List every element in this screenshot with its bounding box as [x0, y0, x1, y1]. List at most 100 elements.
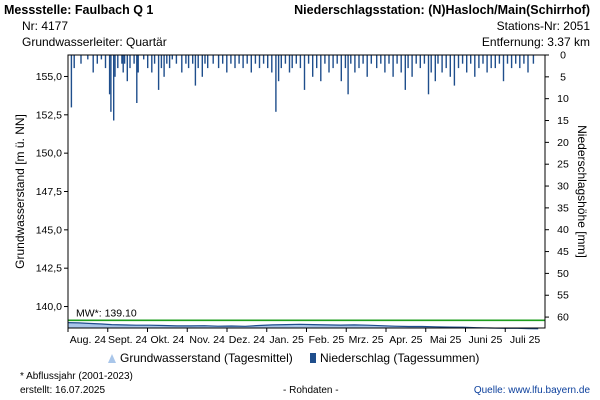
left-tick-label: 140,0: [36, 301, 62, 313]
left-axis-ticks: 155,0 152,5 150,0 147,5 145,0 142,5 140,0: [36, 71, 68, 313]
precip-bar: [197, 55, 199, 69]
legend-groundwater: Grundwasserstand (Tagesmittel): [108, 352, 293, 364]
precip-bar: [434, 55, 436, 82]
y-axis-label-right: Niederschlagshöhe [mm]: [575, 125, 589, 258]
precip-bar: [267, 55, 269, 69]
x-tick-label: Mai 25: [430, 334, 462, 346]
footnote: * Abflussjahr (2001-2023): [20, 371, 133, 382]
left-tick-label: 142,5: [36, 263, 62, 275]
precip-bar: [527, 55, 529, 73]
precip-bar: [222, 55, 224, 64]
legend-groundwater-icon: [108, 354, 116, 363]
right-tick-label: 45: [557, 246, 569, 258]
precip-station-title: Niederschlagsstation: (N)Hasloch/Main(Sc…: [294, 3, 590, 17]
precip-bar: [126, 55, 128, 82]
x-tick-label: Jan. 25: [269, 334, 304, 346]
x-tick-label: Dez. 24: [229, 334, 265, 346]
precip-bar: [519, 55, 521, 69]
x-tick-label: Juli 25: [510, 334, 541, 346]
precip-bar: [376, 55, 378, 69]
precip-bar: [114, 55, 116, 77]
precip-bar: [201, 55, 203, 77]
y-axis-label-left: Grundwasserstand [m ü. NN]: [13, 114, 27, 269]
precip-bar: [523, 55, 525, 64]
precip-bar: [299, 55, 302, 69]
precip-bar: [380, 55, 382, 64]
precip-bar: [396, 55, 398, 64]
x-axis-ticks: Aug. 24 Sept. 24 Okt. 24 Nov. 24 Dez. 24 Jan.…: [67, 328, 541, 346]
precip-bar: [400, 55, 402, 73]
precip-bar: [295, 55, 297, 64]
legend-precip-label: Niederschlag (Tagessummen): [320, 351, 480, 365]
aquifer-label: Grundwasserleiter: Quartär: [22, 35, 167, 49]
precip-bar: [254, 55, 257, 64]
right-tick-label: 5: [560, 71, 566, 83]
left-tick-label: 147,5: [36, 186, 62, 198]
precip-bar: [181, 55, 183, 73]
precip-bar: [147, 55, 149, 69]
precip-bar: [474, 55, 476, 77]
precip-station-distance: Entfernung: 3.37 km: [481, 35, 590, 49]
precip-bar: [407, 55, 409, 69]
precip-bar: [187, 55, 190, 69]
legend-groundwater-label: Grundwasserstand (Tagesmittel): [120, 351, 293, 365]
precip-bar: [80, 55, 82, 64]
source-link[interactable]: Quelle: www.lfu.bayern.de: [473, 385, 590, 396]
precip-bar: [307, 55, 310, 64]
precip-bar: [238, 55, 240, 64]
precip-bar: [166, 55, 168, 64]
legend-precip-icon: [310, 353, 316, 363]
precip-bar: [419, 55, 421, 69]
precip-bar: [478, 55, 480, 69]
precip-bar: [87, 55, 89, 60]
precip-bar: [288, 55, 291, 73]
precip-bar: [486, 55, 488, 73]
precip-bar: [427, 55, 430, 95]
precip-bar: [324, 55, 326, 64]
precip-bar: [175, 55, 178, 64]
mean-line-label: MW*: 139.10: [76, 307, 137, 319]
precip-bar: [129, 55, 131, 69]
precip-bar: [494, 55, 496, 69]
precip-bar: [133, 55, 135, 64]
precip-bar: [70, 55, 73, 108]
precip-station-number: Stations-Nr: 2051: [496, 19, 590, 33]
precip-bar: [445, 55, 447, 69]
precip-bar: [510, 55, 513, 69]
precip-bar: [230, 55, 232, 64]
precip-bar: [117, 55, 119, 69]
precip-bar: [163, 55, 165, 77]
right-tick-label: 10: [557, 93, 569, 105]
precip-bar: [113, 55, 115, 121]
precip-bar: [457, 55, 460, 69]
created-date: erstellt: 16.07.2025: [20, 385, 106, 396]
precip-bar: [366, 55, 368, 77]
precip-bar: [92, 55, 94, 73]
precip-bar: [328, 55, 330, 73]
precip-bar: [136, 55, 138, 103]
precip-bar: [217, 55, 220, 69]
precip-bar: [336, 55, 338, 64]
precip-bar: [441, 55, 443, 73]
precip-bar: [370, 55, 372, 64]
right-axis-ticks: 0 5 10 15 20 25 30 35 40 45 50 55 60: [545, 50, 569, 324]
precip-bar: [515, 55, 517, 64]
right-tick-label: 30: [557, 181, 569, 193]
precip-bar: [151, 55, 153, 73]
precip-bar: [277, 55, 280, 82]
precip-bar: [502, 55, 505, 82]
right-tick-label: 60: [557, 312, 569, 324]
precip-bar: [384, 55, 386, 73]
legend-precip: Niederschlag (Tagessummen): [310, 352, 479, 364]
precip-bar: [358, 55, 360, 69]
precip-bar: [449, 55, 451, 77]
precip-bar: [411, 55, 413, 77]
x-tick-label: Juni 25: [468, 334, 502, 346]
right-tick-label: 20: [557, 137, 569, 149]
precip-bar: [466, 55, 468, 73]
precip-bar: [303, 55, 306, 90]
precip-bar: [121, 55, 123, 64]
right-tick-label: 0: [560, 50, 566, 62]
precip-bar: [122, 55, 124, 73]
precip-bar: [482, 55, 484, 64]
